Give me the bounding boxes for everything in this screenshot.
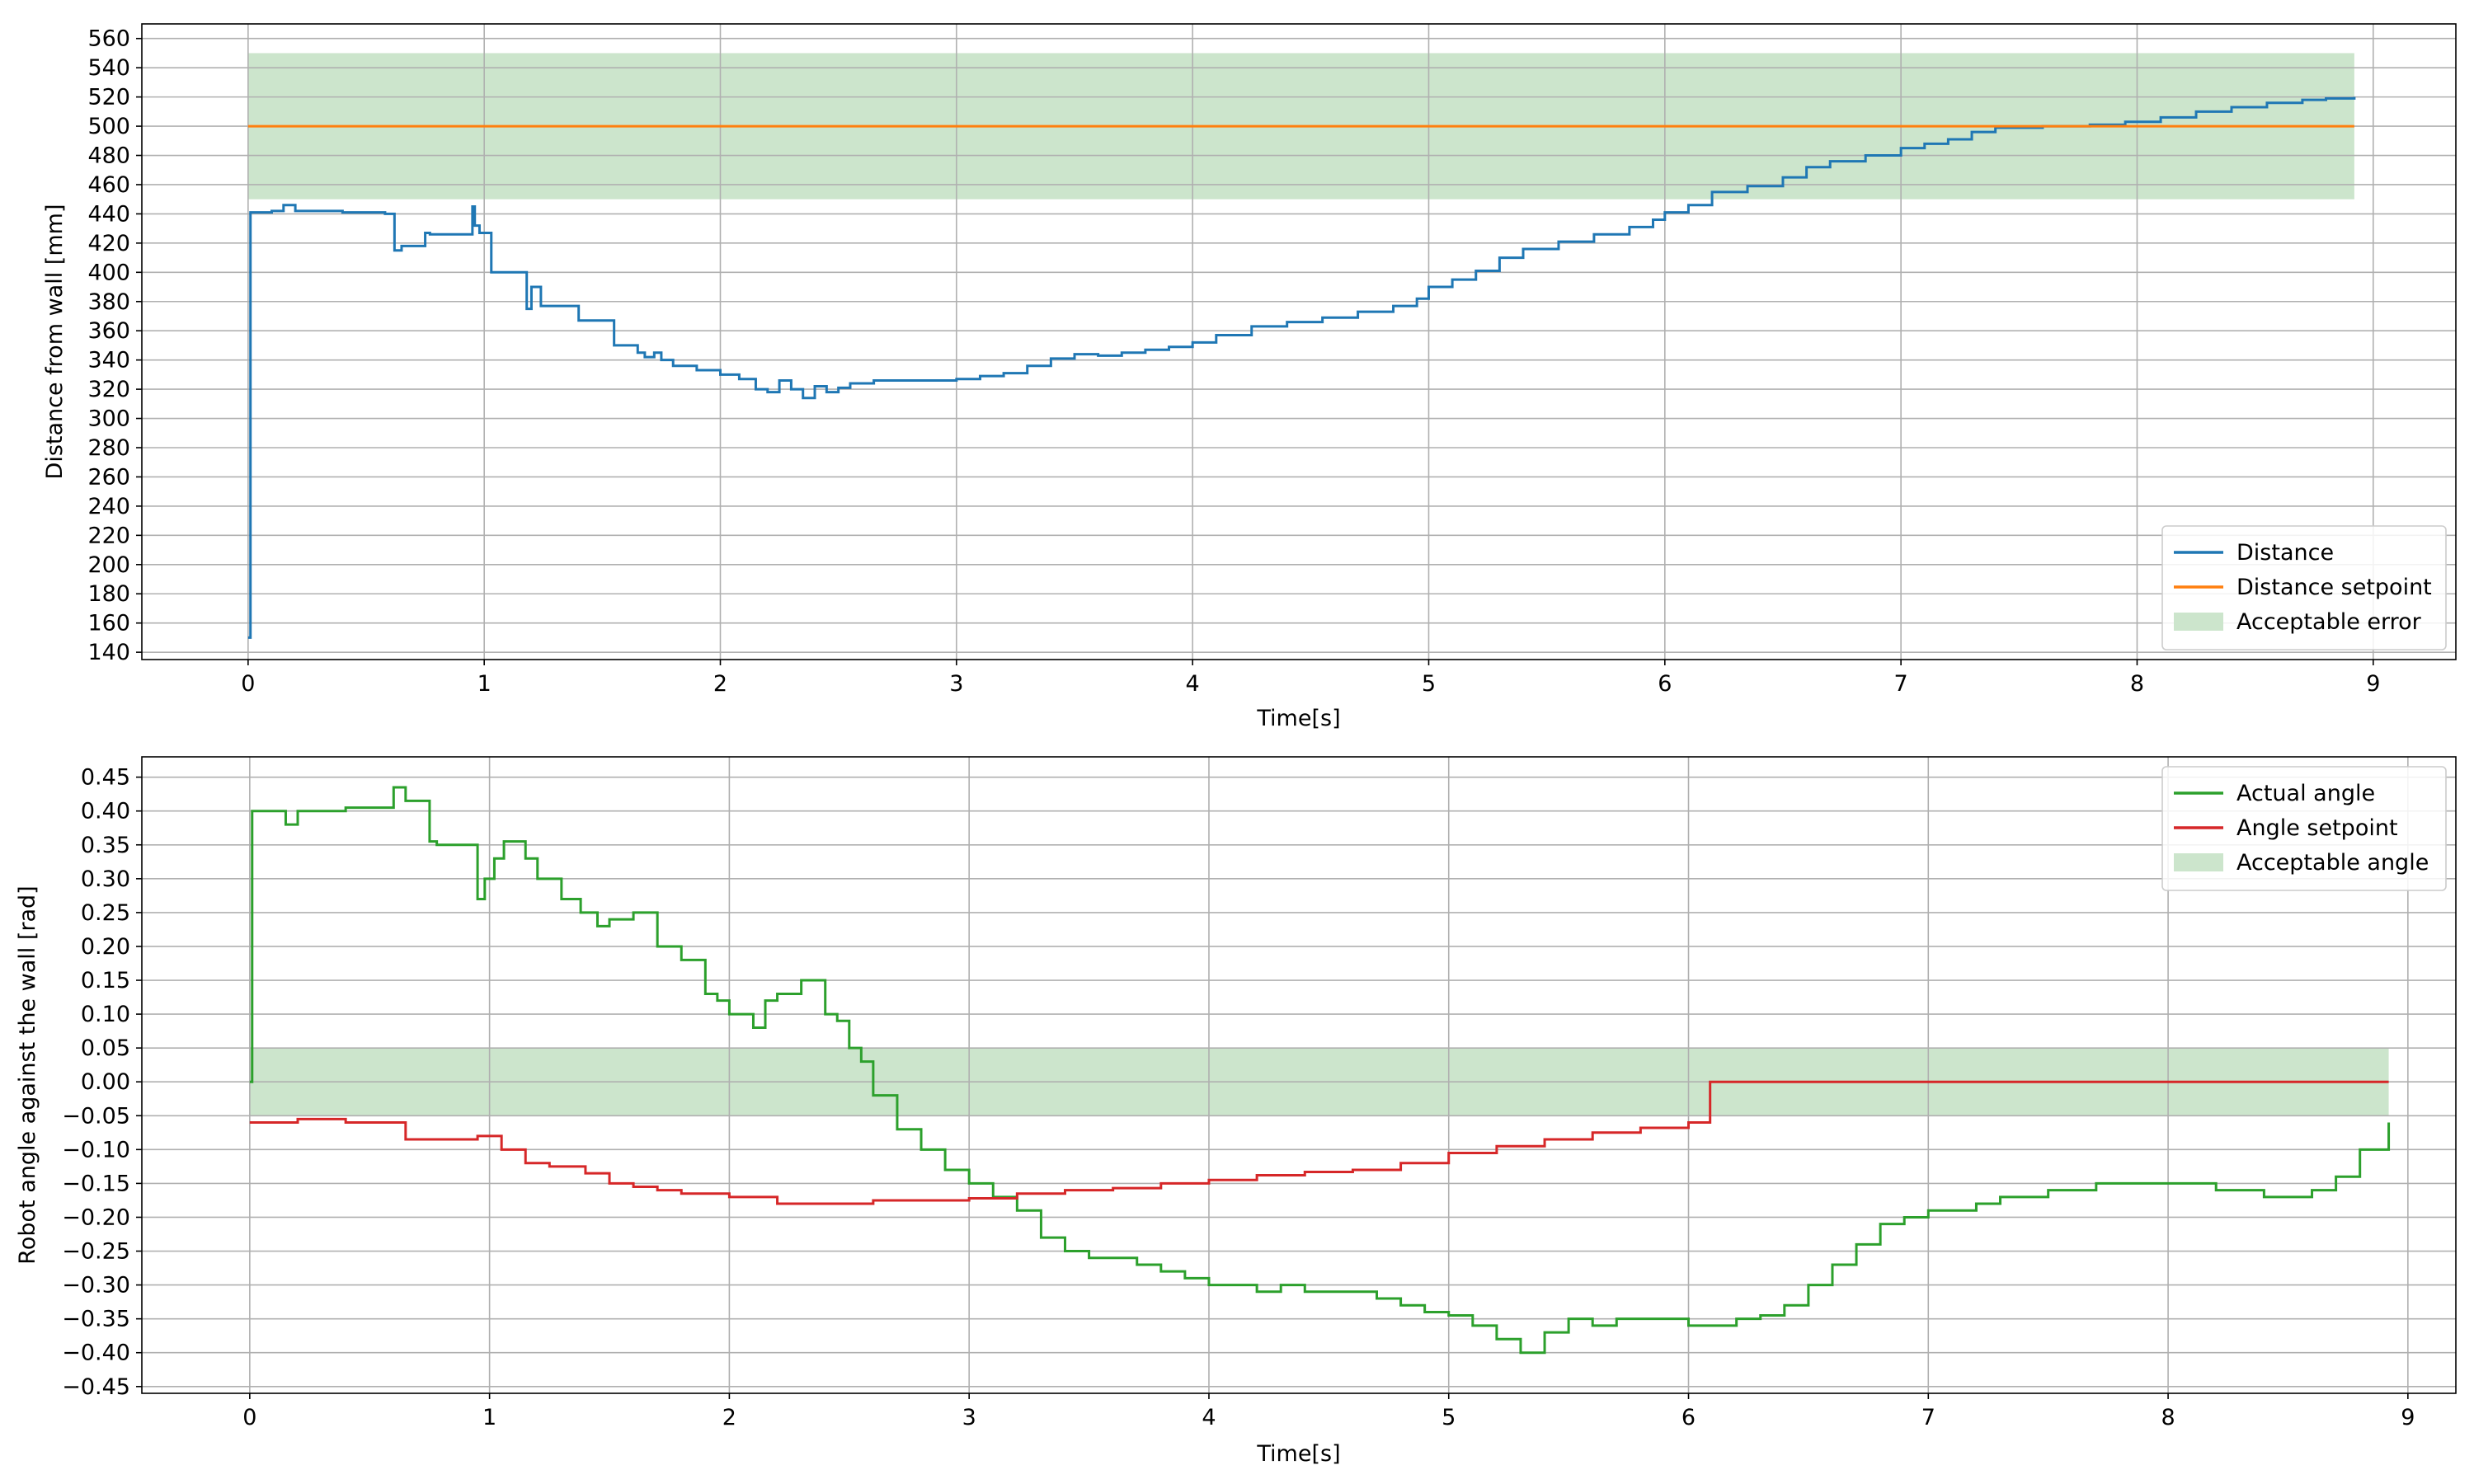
legend-box bbox=[2161, 525, 2447, 650]
x-tick-label: 0 bbox=[241, 671, 255, 697]
y-tick-label: 0.05 bbox=[81, 1036, 130, 1061]
series-line-distance bbox=[247, 96, 2356, 639]
y-tick-label: 260 bbox=[87, 464, 130, 490]
y-tick-label: 0.15 bbox=[81, 968, 130, 993]
angle-chart: 0 1 2 3 4 5 6 7 8 9 −0.45 −0.40 −0.35 −0.30 −0.25 −0.20… bbox=[15, 756, 2457, 1467]
legend-box bbox=[2161, 766, 2447, 891]
x-axis-label: Time[s] bbox=[1256, 706, 1340, 731]
y-tick-label: 380 bbox=[87, 289, 130, 315]
y-tick-label: 360 bbox=[87, 318, 130, 344]
y-tick-label: −0.20 bbox=[62, 1205, 130, 1230]
y-tick-label: 160 bbox=[87, 611, 130, 636]
legend-label: Actual angle bbox=[2236, 781, 2375, 806]
y-tick-label: 500 bbox=[87, 114, 130, 139]
y-tick-label: 180 bbox=[87, 581, 130, 607]
y-tick-label: 0.40 bbox=[81, 799, 130, 824]
axes-frame bbox=[141, 756, 2457, 1394]
legend-label: Distance bbox=[2236, 540, 2334, 566]
y-tick-label: 280 bbox=[87, 435, 130, 461]
y-tick-label: 0.10 bbox=[81, 1002, 130, 1027]
y-tick-label: 520 bbox=[87, 85, 130, 110]
y-tick-label: −0.40 bbox=[62, 1341, 130, 1366]
y-tick-label: 300 bbox=[87, 406, 130, 432]
x-tick-label: 9 bbox=[2366, 671, 2380, 697]
y-tick-label: 440 bbox=[87, 201, 130, 227]
x-tick-label: 7 bbox=[1921, 1405, 1935, 1430]
y-tick-label: 420 bbox=[87, 231, 130, 256]
x-tick-label: 3 bbox=[949, 671, 963, 697]
y-tick-label: 220 bbox=[87, 523, 130, 548]
legend-label: Distance setpoint bbox=[2236, 575, 2432, 600]
x-tick-label: 1 bbox=[482, 1405, 496, 1430]
y-tick-label: 0.35 bbox=[81, 833, 130, 858]
y-tick-label: 0.30 bbox=[81, 866, 130, 892]
y-tick-label: 460 bbox=[87, 172, 130, 198]
legend-label: Acceptable error bbox=[2236, 609, 2422, 635]
y-tick-label: −0.05 bbox=[62, 1103, 130, 1129]
y-tick-label: 0.20 bbox=[81, 934, 130, 960]
x-tick-label: 4 bbox=[1202, 1405, 1216, 1430]
series-line-angle-setpoint bbox=[249, 1080, 2389, 1205]
y-axis-label: Robot angle against the wall [rad] bbox=[15, 885, 40, 1264]
series-line-actual-angle bbox=[249, 786, 2391, 1355]
y-tick-label: −0.15 bbox=[62, 1171, 130, 1196]
y-tick-label: 140 bbox=[87, 640, 130, 665]
y-axis-label: Distance from wall [mm] bbox=[42, 204, 68, 480]
x-tick-label: 9 bbox=[2401, 1405, 2415, 1430]
distance-chart: 0 1 2 3 4 5 6 7 8 9 140 160 180 200 220 240 260 280 300 320… bbox=[42, 23, 2457, 731]
axes-frame bbox=[141, 23, 2457, 660]
x-tick-label: 0 bbox=[242, 1405, 256, 1430]
y-tick-label: 0.00 bbox=[81, 1069, 130, 1095]
x-tick-label: 2 bbox=[722, 1405, 736, 1430]
x-tick-label: 2 bbox=[713, 671, 727, 697]
legend-swatch-patch bbox=[2174, 613, 2223, 631]
y-tick-label: 540 bbox=[87, 55, 130, 81]
y-tick-label: 480 bbox=[87, 143, 130, 169]
x-tick-label: 5 bbox=[1442, 1405, 1456, 1430]
y-tick-label: −0.45 bbox=[62, 1374, 130, 1400]
y-tick-label: 340 bbox=[87, 348, 130, 373]
x-tick-label: 6 bbox=[1681, 1405, 1696, 1430]
x-tick-label: 5 bbox=[1422, 671, 1436, 697]
legend-label: Angle setpoint bbox=[2236, 815, 2398, 841]
x-axis-label: Time[s] bbox=[1256, 1441, 1340, 1467]
legend-swatch-patch bbox=[2174, 853, 2223, 871]
y-tick-label: −0.25 bbox=[62, 1239, 130, 1265]
x-tick-label: 1 bbox=[477, 671, 492, 697]
y-tick-label: 560 bbox=[87, 26, 130, 52]
y-tick-label: −0.35 bbox=[62, 1307, 130, 1332]
x-tick-label: 8 bbox=[2130, 671, 2144, 697]
y-tick-label: 200 bbox=[87, 552, 130, 578]
y-tick-label: −0.10 bbox=[62, 1137, 130, 1162]
y-tick-label: 0.45 bbox=[81, 765, 130, 791]
y-tick-label: 320 bbox=[87, 377, 130, 402]
x-tick-label: 7 bbox=[1894, 671, 1908, 697]
y-tick-label: 0.25 bbox=[81, 900, 130, 926]
legend-label: Acceptable angle bbox=[2236, 850, 2429, 876]
y-tick-label: 400 bbox=[87, 260, 130, 285]
x-tick-label: 4 bbox=[1186, 671, 1200, 697]
y-tick-label: −0.30 bbox=[62, 1273, 130, 1298]
x-tick-label: 8 bbox=[2161, 1405, 2175, 1430]
x-tick-label: 3 bbox=[962, 1405, 976, 1430]
y-tick-label: 240 bbox=[87, 494, 130, 519]
x-tick-label: 6 bbox=[1658, 671, 1672, 697]
